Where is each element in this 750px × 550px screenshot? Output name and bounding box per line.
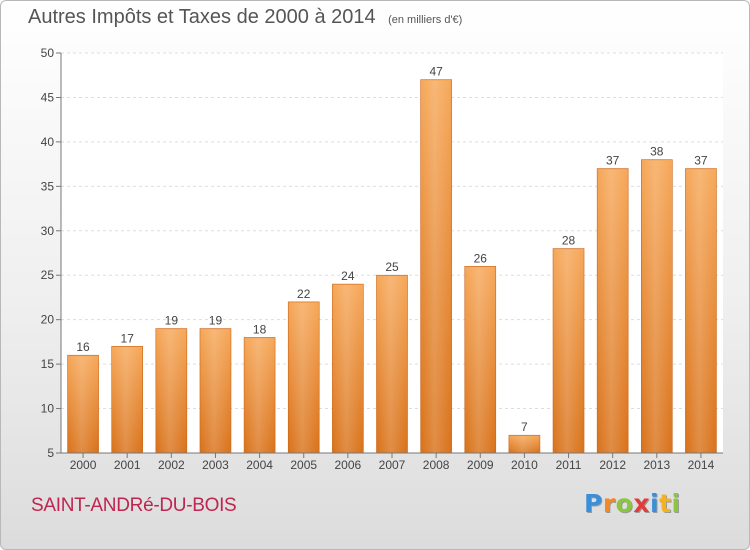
data-label: 47 xyxy=(429,65,443,79)
logo-letter: t xyxy=(659,489,672,518)
x-tick-label: 2012 xyxy=(599,458,626,472)
y-tick-label: 50 xyxy=(41,46,55,60)
bar-highlight xyxy=(377,276,407,453)
x-tick-label: 2001 xyxy=(114,458,141,472)
x-tick-label: 2008 xyxy=(423,458,450,472)
x-tick-label: 2009 xyxy=(467,458,494,472)
bar-highlight xyxy=(421,80,451,454)
bar-highlight xyxy=(509,436,539,453)
logo-letter: i xyxy=(650,489,660,518)
x-tick-label: 2013 xyxy=(643,458,670,472)
data-label: 38 xyxy=(650,145,664,159)
data-label: 37 xyxy=(694,154,708,168)
proxiti-logo: Proxiti xyxy=(584,489,681,518)
bar-highlight xyxy=(686,169,716,454)
data-label: 7 xyxy=(521,420,528,434)
data-label: 22 xyxy=(297,287,311,301)
bar-highlight xyxy=(245,338,275,453)
chart-subtitle: (en milliers d'€) xyxy=(388,14,463,26)
x-tick-label: 2002 xyxy=(158,458,185,472)
y-tick-label: 20 xyxy=(41,313,55,327)
data-label: 37 xyxy=(606,154,620,168)
bar-highlight xyxy=(598,169,628,454)
logo-letter: x xyxy=(633,489,650,518)
data-label: 19 xyxy=(165,314,179,328)
data-label: 26 xyxy=(474,251,488,265)
logo-letter: P xyxy=(584,489,603,518)
y-tick-label: 30 xyxy=(41,224,55,238)
data-label: 18 xyxy=(253,322,267,336)
bar-highlight xyxy=(156,329,186,453)
x-tick-label: 2014 xyxy=(688,458,715,472)
bar-highlight xyxy=(289,302,319,453)
place-name: SAINT-ANDRé-DU-BOIS xyxy=(31,495,237,516)
logo-letter: i xyxy=(671,489,681,518)
data-label: 28 xyxy=(562,234,576,248)
bar-highlight xyxy=(68,356,98,453)
chart-title: Autres Impôts et Taxes de 2000 à 2014 xyxy=(28,6,376,28)
x-tick-label: 2004 xyxy=(246,458,273,472)
x-tick-label: 2007 xyxy=(379,458,406,472)
bar-highlight xyxy=(333,285,363,453)
data-label: 24 xyxy=(341,269,355,283)
y-tick-label: 45 xyxy=(41,90,55,104)
data-label: 16 xyxy=(76,340,90,354)
data-label: 25 xyxy=(385,260,399,274)
bar-highlight xyxy=(554,249,584,453)
data-label: 19 xyxy=(209,314,223,328)
y-tick-label: 5 xyxy=(47,446,54,460)
chart-title-block: Autres Impôts et Taxes de 2000 à 2014 (e… xyxy=(28,6,462,29)
x-tick-label: 2000 xyxy=(70,458,97,472)
y-tick-label: 40 xyxy=(41,135,55,149)
bar-highlight xyxy=(642,160,672,453)
data-label: 17 xyxy=(121,331,135,345)
y-tick-label: 10 xyxy=(41,402,55,416)
x-tick-label: 2003 xyxy=(202,458,229,472)
x-tick-label: 2006 xyxy=(335,458,362,472)
logo-letter: r xyxy=(602,489,616,518)
logo-letter: o xyxy=(615,489,634,518)
x-tick-label: 2011 xyxy=(556,458,582,472)
y-tick-label: 15 xyxy=(41,357,55,371)
x-tick-label: 2005 xyxy=(290,458,317,472)
x-tick-label: 2010 xyxy=(511,458,538,472)
y-tick-label: 35 xyxy=(41,179,55,193)
bar-highlight xyxy=(112,347,142,453)
y-tick-label: 25 xyxy=(41,268,55,282)
bar-highlight xyxy=(200,329,230,453)
bar-highlight xyxy=(465,267,495,453)
